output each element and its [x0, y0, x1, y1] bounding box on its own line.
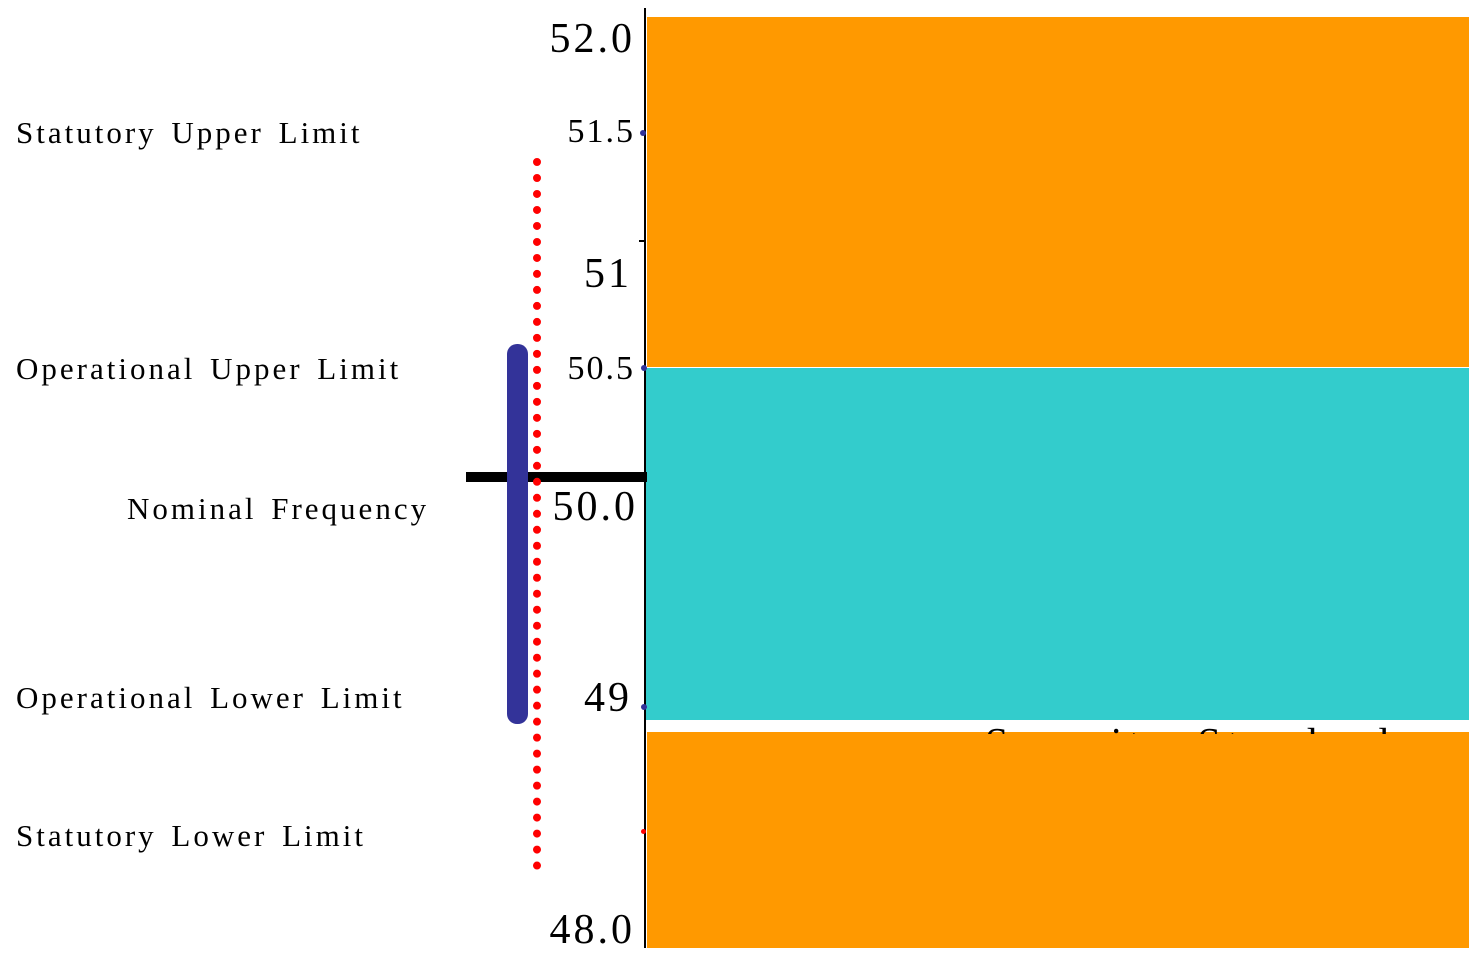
security-standard-label: Security Standard	[985, 720, 1405, 734]
axis-tick-51	[639, 240, 645, 242]
lower-band	[647, 732, 1469, 948]
tick-label-48: 48.0	[549, 907, 635, 953]
operational-upper-label: Operational Upper Limit	[16, 351, 402, 386]
tick-label-50: 50.0	[552, 484, 638, 530]
nominal-frequency-label: Nominal Frequency	[127, 491, 430, 526]
normal-band	[645, 368, 1469, 720]
marker-dot-48-5	[641, 829, 646, 834]
upper-band	[647, 17, 1469, 367]
statutory-range-line	[533, 158, 541, 870]
marker-dot-51-5	[640, 130, 646, 136]
tick-label-51-5: 51.5	[567, 113, 635, 150]
marker-dot-49	[641, 704, 647, 710]
marker-dot-50-5	[641, 365, 647, 371]
tick-label-50-5: 50.5	[567, 350, 635, 387]
tick-label-51: 51	[584, 251, 632, 297]
nominal-frequency-line	[466, 472, 647, 482]
statutory-upper-label: Statutory Upper Limit	[16, 115, 363, 150]
operational-lower-label: Operational Lower Limit	[16, 680, 405, 715]
tick-label-52: 52.0	[549, 16, 635, 62]
operational-range-bar	[507, 344, 528, 724]
statutory-lower-label: Statutory Lower Limit	[16, 818, 366, 853]
tick-label-49: 49	[584, 675, 632, 721]
